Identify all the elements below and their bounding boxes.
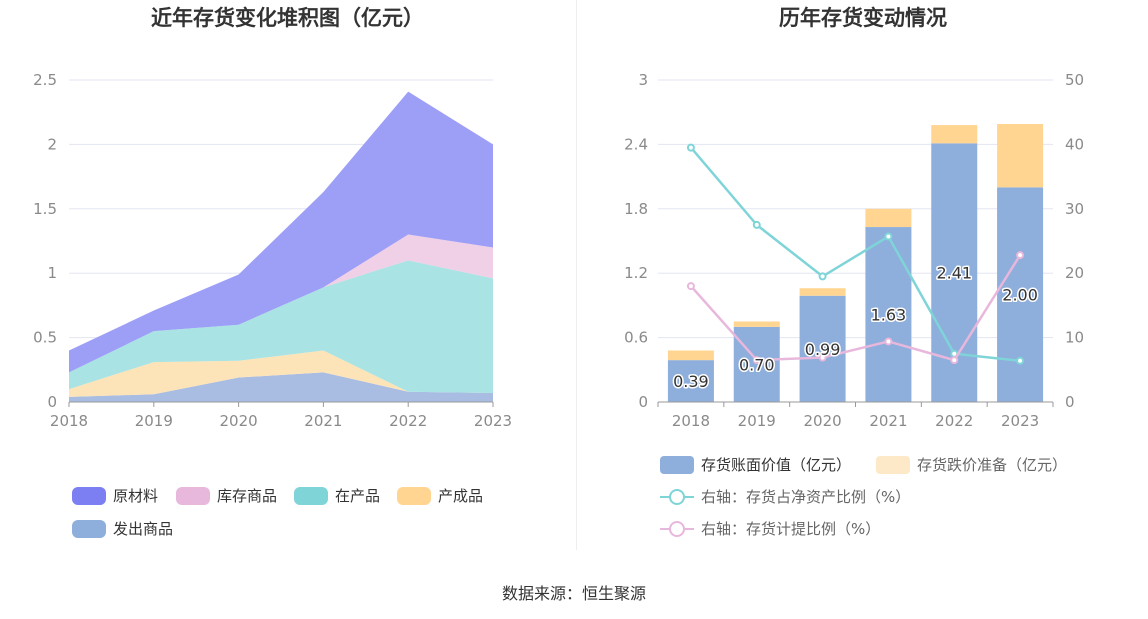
legend-marker — [669, 521, 685, 537]
legend-label: 产成品 — [438, 487, 483, 505]
stacked-area-chart: 0 0.5 1 1.5 2 2.5 2018 2019 2020 2021 2022 2023 原材料 库… — [33, 71, 512, 538]
line-series — [689, 254, 1022, 362]
bar — [667, 360, 714, 402]
x-tick-label: 2022 — [935, 412, 973, 430]
x-tick-label: 2019 — [135, 412, 173, 430]
stacked-area-chart-panel: 近年存货变化堆积图（亿元） 0 0.5 1 1.5 2 2.5 2018 2019 2020 20… — [0, 0, 575, 560]
x-tick-label: 2019 — [738, 412, 776, 430]
bar — [733, 321, 780, 327]
area-series — [69, 260, 493, 393]
legend-label: 右轴：存货占净资产比例（%） — [701, 488, 910, 506]
y2-tick-label: 10 — [1065, 329, 1084, 347]
x-tick-label: 2021 — [869, 412, 907, 430]
area-series — [69, 372, 493, 402]
right-chart-title: 历年存货变动情况 — [779, 6, 947, 30]
y2-tick-label: 50 — [1065, 71, 1084, 89]
y-tick-label: 2 — [47, 135, 57, 153]
bar-data-label: 0.99 — [805, 340, 841, 359]
x-tick-label: 2023 — [474, 412, 512, 430]
bar-data-label: 0.39 — [673, 372, 709, 391]
line-point — [752, 356, 761, 365]
y2-tick-label: 30 — [1065, 200, 1084, 218]
bar — [799, 288, 846, 296]
area-series — [69, 91, 493, 373]
inventory-change-chart-panel: 历年存货变动情况 0 0.6 1.2 1.8 2.4 3 0 10 20 30 40 50 2018 20… — [578, 0, 1148, 560]
legend-label: 库存商品 — [217, 487, 277, 505]
area-series — [69, 234, 493, 373]
y2-tick-label: 40 — [1065, 135, 1084, 153]
bar — [667, 350, 714, 361]
legend-swatch — [72, 487, 106, 505]
bar — [865, 227, 912, 402]
y-tick-label: 0 — [638, 393, 648, 411]
x-tick-label: 2020 — [220, 412, 258, 430]
legend-swatch — [660, 456, 694, 474]
bar — [865, 208, 912, 228]
bar-data-label: 1.63 — [871, 306, 907, 325]
line-point — [818, 353, 827, 362]
y-tick-label: 0.5 — [33, 329, 57, 347]
y-tick-label: 3 — [638, 71, 648, 89]
x-tick-label: 2021 — [304, 412, 342, 430]
legend-label: 原材料 — [113, 487, 158, 505]
legend-swatch — [72, 520, 106, 538]
y-tick-label: 0.6 — [624, 329, 648, 347]
legend-swatch — [294, 487, 328, 505]
bar — [997, 187, 1044, 402]
panel-divider — [576, 0, 577, 550]
y-tick-label: 1 — [47, 264, 57, 282]
y-tick-label: 1.8 — [624, 200, 648, 218]
legend-label: 发出商品 — [113, 520, 173, 538]
bar-data-label: 2.41 — [936, 264, 972, 283]
bar-data-label: 2.00 — [1002, 286, 1038, 305]
bar — [997, 124, 1044, 188]
data-source-note: 数据来源：恒生聚源 — [501, 584, 646, 603]
x-tick-label: 2023 — [1001, 412, 1039, 430]
line-series — [689, 146, 1021, 363]
line-point — [1016, 251, 1025, 260]
y-tick-label: 1.5 — [33, 200, 57, 218]
x-tick-label: 2022 — [389, 412, 427, 430]
bar — [733, 326, 780, 402]
y2-tick-label: 0 — [1065, 393, 1075, 411]
legend-swatch — [176, 487, 210, 505]
legend-swatch — [397, 487, 431, 505]
legend-label: 右轴：存货计提比例（%） — [701, 520, 880, 538]
legend-label: 存货跌价准备（亿元） — [917, 456, 1067, 474]
legend-label: 存货账面价值（亿元） — [701, 456, 851, 474]
bar — [931, 125, 978, 144]
line-point — [884, 232, 893, 241]
line-point — [686, 282, 695, 291]
x-tick-label: 2018 — [672, 412, 710, 430]
area-series — [69, 350, 493, 397]
line-point — [818, 272, 827, 281]
bar-data-label: 0.70 — [739, 355, 775, 374]
line-point — [884, 337, 893, 346]
bar — [799, 295, 846, 402]
y-tick-label: 1.2 — [624, 264, 648, 282]
y-tick-label: 2.4 — [624, 135, 648, 153]
line-point — [686, 143, 695, 152]
y-tick-label: 0 — [47, 393, 57, 411]
line-point — [1016, 356, 1025, 365]
left-chart-title: 近年存货变化堆积图（亿元） — [151, 6, 424, 30]
y2-tick-label: 20 — [1065, 264, 1084, 282]
y-tick-label: 2.5 — [33, 71, 57, 89]
x-tick-label: 2018 — [50, 412, 88, 430]
line-point — [950, 356, 959, 365]
x-tick-label: 2020 — [803, 412, 841, 430]
line-point — [752, 220, 761, 229]
legend-marker — [669, 489, 685, 505]
legend-label: 在产品 — [335, 487, 380, 505]
legend-swatch — [876, 456, 910, 474]
